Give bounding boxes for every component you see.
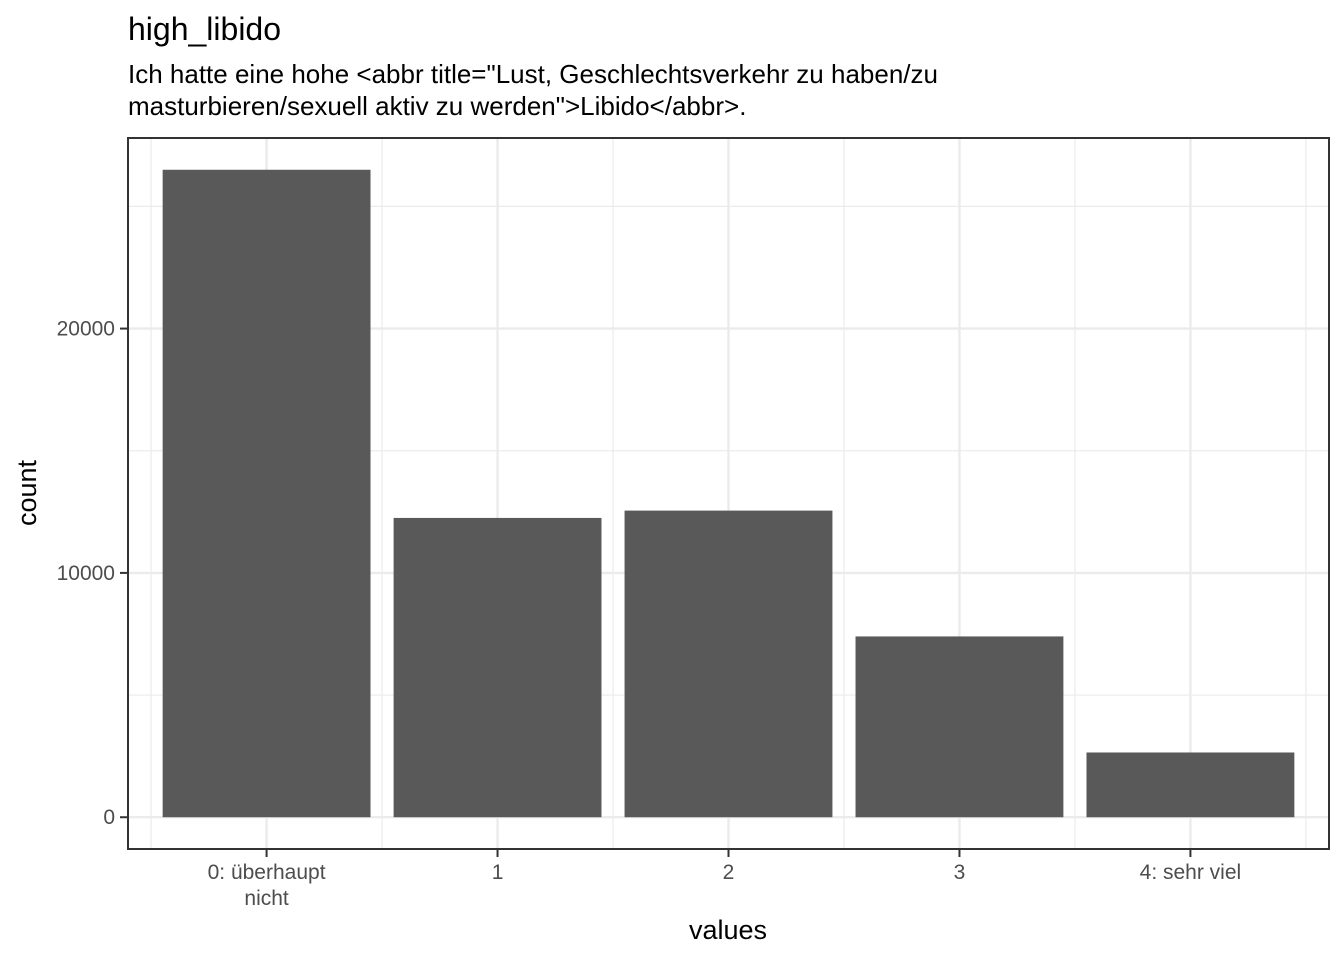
- bar: [855, 636, 1064, 818]
- x-tick-label: 0: überhaupt nicht: [208, 861, 326, 910]
- y-axis-title: count: [12, 459, 42, 526]
- x-tick-label: 2: [723, 861, 735, 884]
- bar: [1086, 752, 1295, 818]
- y-tick-label: 10000: [57, 562, 115, 585]
- x-axis-title: values: [689, 915, 767, 945]
- x-tick-label-line: 0: überhaupt: [208, 861, 326, 884]
- x-tick-label-line: nicht: [244, 887, 289, 910]
- x-tick-label-line: 1: [492, 861, 504, 884]
- x-tick-label-line: 2: [723, 861, 735, 884]
- bars: [162, 169, 1295, 818]
- bar: [162, 169, 371, 818]
- x-tick-label: 3: [954, 861, 966, 884]
- x-tick-label-line: 4: sehr viel: [1140, 861, 1242, 884]
- x-tick-label-line: 3: [954, 861, 966, 884]
- chart-title: high_libido: [128, 11, 281, 47]
- y-axis: 0 10000 20000: [57, 318, 128, 829]
- x-tick-label: 1: [492, 861, 504, 884]
- chart-subtitle-line-2: masturbieren/sexuell aktiv zu werden">Li…: [128, 91, 746, 121]
- chart-subtitle-line-1: Ich hatte eine hohe <abbr title="Lust, G…: [128, 59, 938, 89]
- bar: [393, 517, 602, 818]
- bar: [624, 510, 833, 818]
- y-tick-label: 20000: [57, 318, 115, 341]
- x-axis: 0: überhaupt nicht 1 2 3 4: sehr viel: [208, 849, 1242, 910]
- y-tick-label: 0: [103, 806, 115, 829]
- x-tick-label: 4: sehr viel: [1140, 861, 1242, 884]
